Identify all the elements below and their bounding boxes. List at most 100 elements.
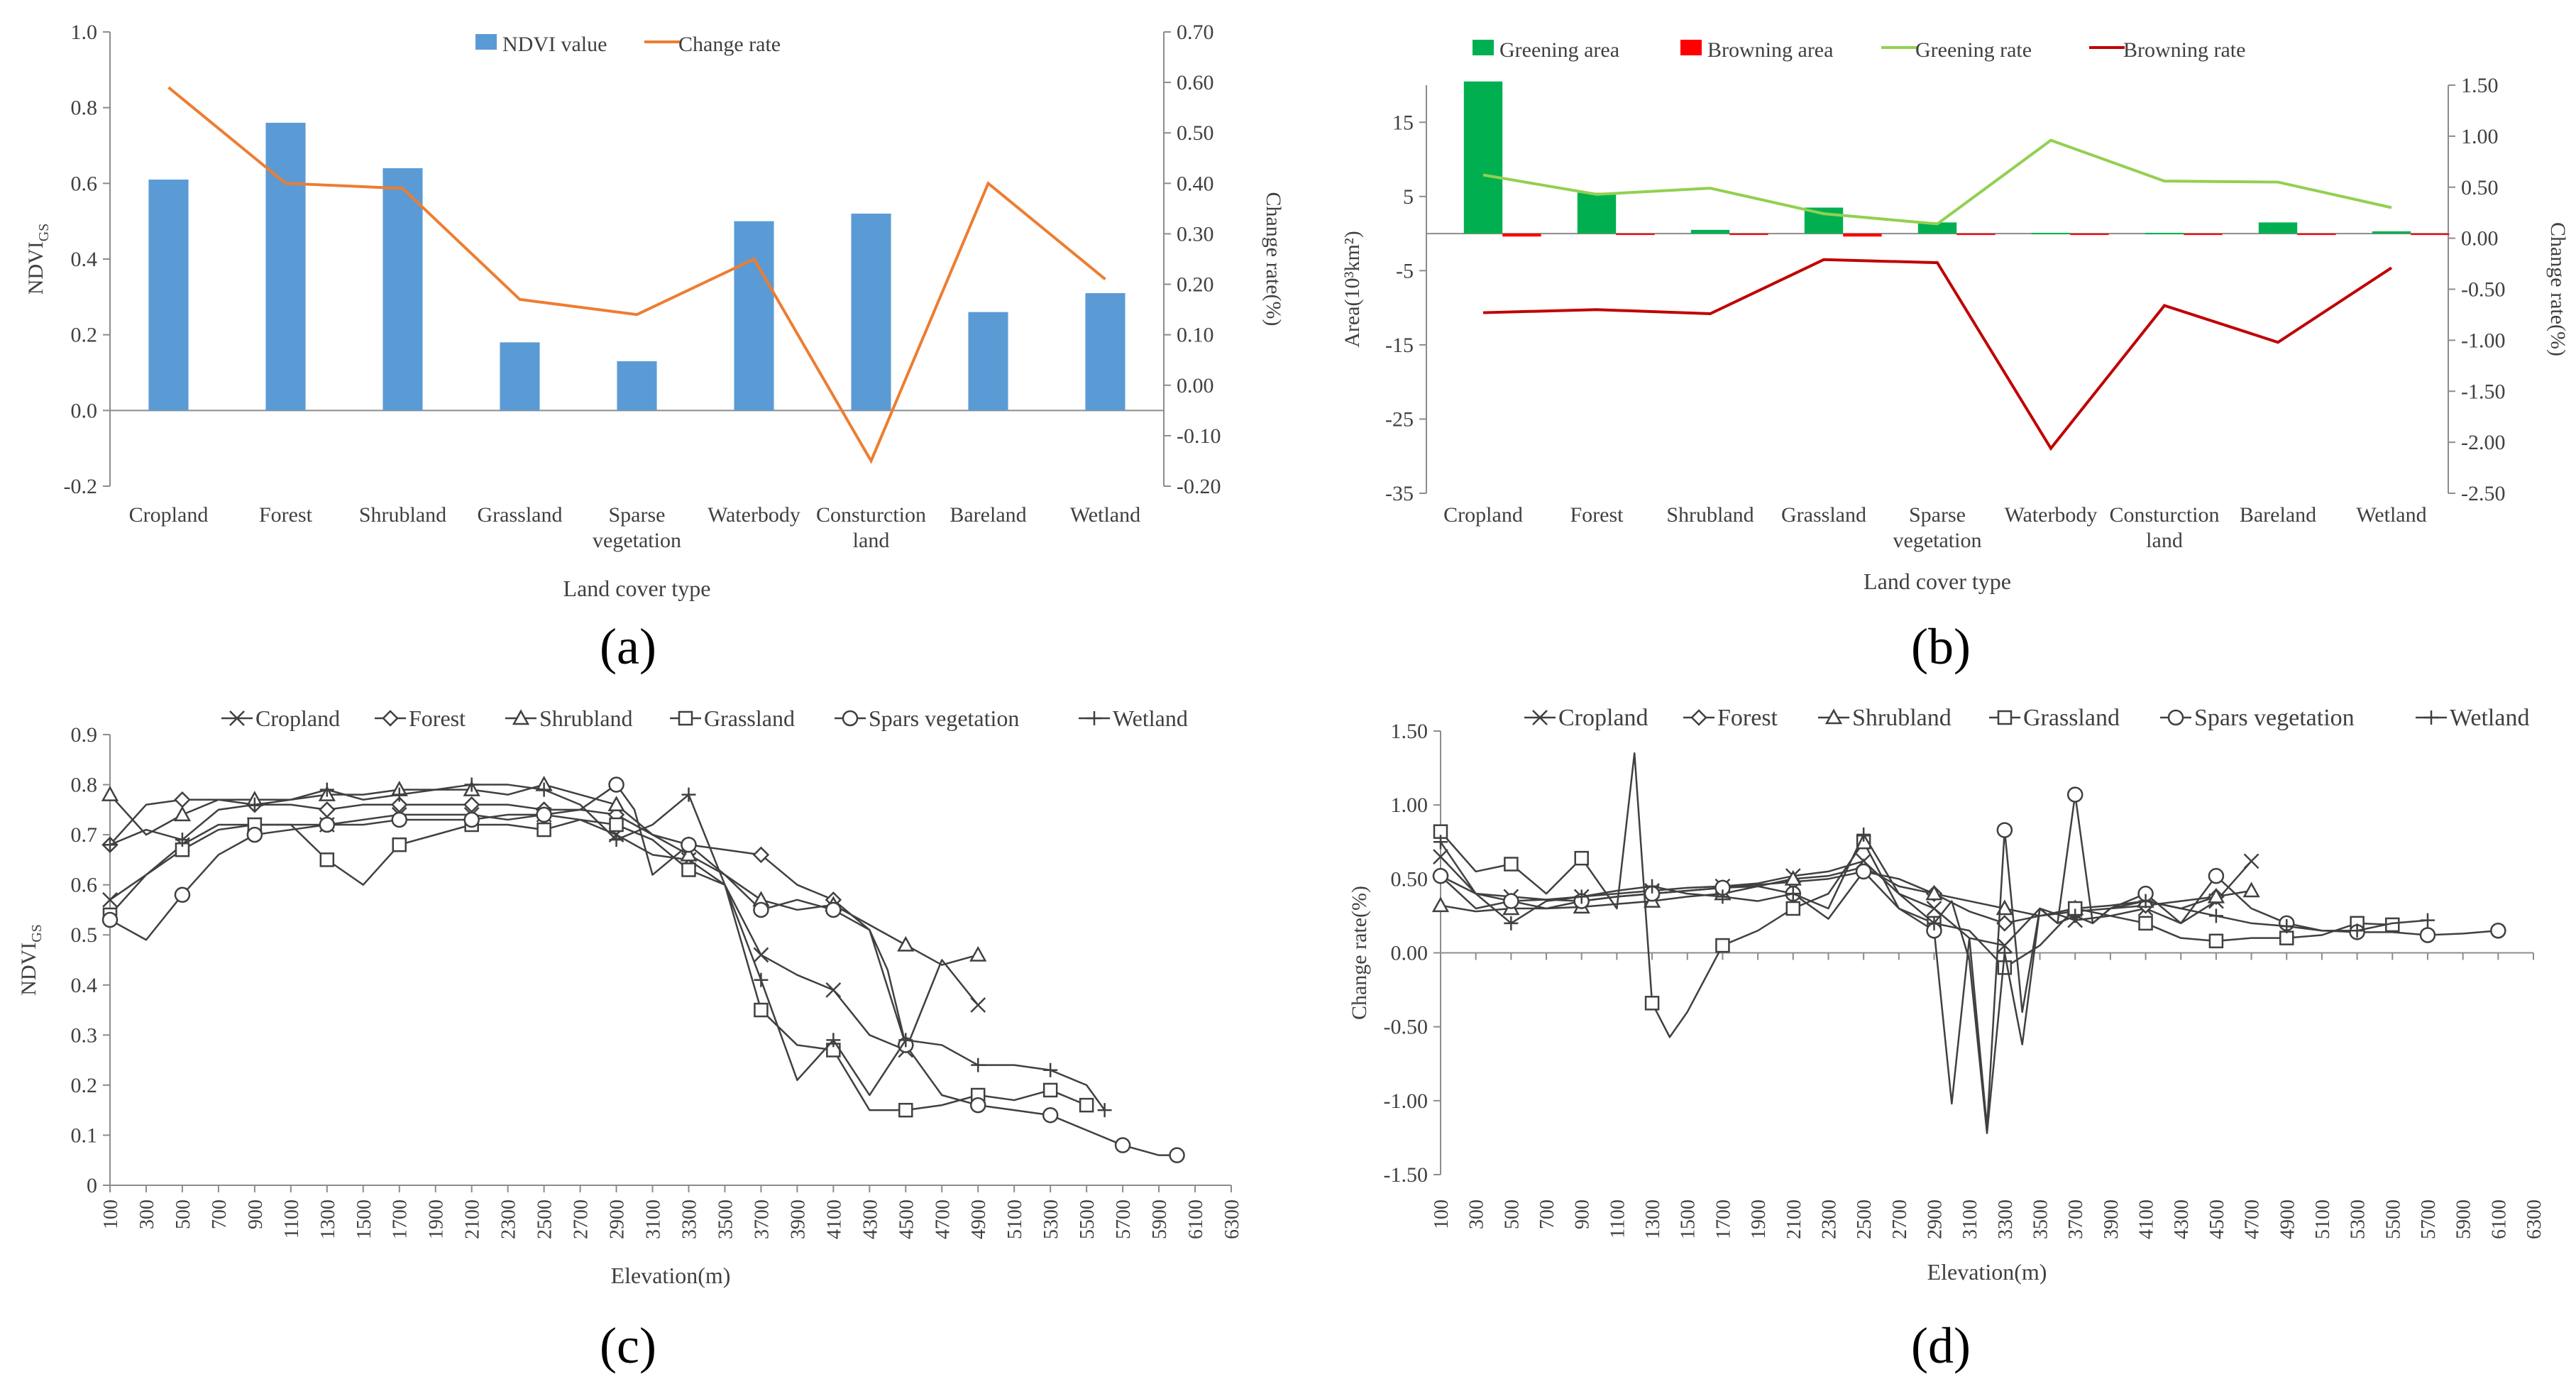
right-tick-label: 0.10 xyxy=(1177,324,1214,347)
marker-shrubland xyxy=(1431,896,1450,913)
marker-grassland xyxy=(609,817,624,833)
marker-wetland xyxy=(609,833,624,847)
right-tick-label: 0.70 xyxy=(1177,21,1214,44)
x-tick-label: 4500 xyxy=(896,1199,918,1239)
legend-marker-spars-vegetation xyxy=(2167,709,2184,726)
marker-wetland xyxy=(392,787,407,802)
category-label: Consturction land xyxy=(2110,503,2220,552)
bar-greening-area xyxy=(1577,192,1617,234)
left-tick-label: 5 xyxy=(1403,185,1414,209)
x-tick-label: 1900 xyxy=(426,1199,448,1239)
marker-spars-vegetation xyxy=(681,836,697,853)
y-axis-title: NDVIGS xyxy=(17,924,45,996)
legend-swatch-greening-area xyxy=(1473,40,1494,55)
series-line-forest xyxy=(1440,870,2217,925)
category-label: Shrubland xyxy=(1666,503,1754,527)
right-tick-label: 0.40 xyxy=(1177,172,1214,195)
marker-shrubland xyxy=(1925,884,1943,901)
legend-swatch-ndvi-value xyxy=(475,34,497,50)
marker-wetland xyxy=(319,782,334,797)
marker-shrubland xyxy=(1784,869,1802,886)
marker-cropland xyxy=(970,997,986,1013)
legend-marker-forest xyxy=(1690,709,1707,726)
x-tick-label: 1900 xyxy=(1748,1199,1770,1239)
panel-label-d: (d) xyxy=(1911,1317,1971,1374)
x-tick-label: 2100 xyxy=(462,1199,484,1239)
x-tick-label: 3700 xyxy=(2065,1199,2087,1239)
right-tick-label: 0.50 xyxy=(1177,121,1214,145)
legend-label-wetland: Wetland xyxy=(1113,705,1188,731)
y-tick-label: 0.8 xyxy=(71,774,98,797)
marker-spars-vegetation xyxy=(1503,893,1519,909)
x-tick-label: 5100 xyxy=(1004,1199,1026,1239)
y-tick-label: 0.5 xyxy=(71,923,98,947)
marker-wetland xyxy=(2138,894,2153,908)
y-tick-label: 0.6 xyxy=(71,874,98,897)
marker-spars-vegetation xyxy=(319,816,336,833)
marker-spars-vegetation xyxy=(2208,867,2225,884)
x-tick-label: 5300 xyxy=(1040,1199,1062,1239)
category-label: Waterbody xyxy=(2005,503,2098,527)
series-line-cropland xyxy=(109,813,979,1051)
bar-ndvi-value xyxy=(1085,293,1125,411)
series-line-spars-vegetation xyxy=(109,784,1177,1156)
marker-grassland xyxy=(1042,1082,1058,1098)
x-axis-title: Land cover type xyxy=(563,576,711,601)
y-tick-label: -0.50 xyxy=(1384,1016,1429,1039)
category-label: Wetland xyxy=(2356,503,2426,527)
x-tick-label: 4900 xyxy=(968,1199,990,1239)
line-change-rate xyxy=(167,86,1106,464)
left-tick-label: -15 xyxy=(1385,334,1414,357)
marker-spars-vegetation xyxy=(608,776,624,793)
y-axis-title: Area(10³km²) xyxy=(1341,231,1364,348)
left-tick-label: 15 xyxy=(1392,111,1414,134)
marker-cropland xyxy=(2243,853,2259,869)
legend-marker-grassland xyxy=(1997,710,2013,725)
right-tick-label: 0.00 xyxy=(1177,374,1214,397)
x-tick-label: 6300 xyxy=(1221,1199,1243,1239)
x-tick-label: 2500 xyxy=(1854,1199,1876,1239)
marker-grassland xyxy=(1574,850,1589,866)
category-label: Sparse vegetation xyxy=(1893,503,1982,552)
y-tick-label: 0 xyxy=(87,1174,97,1197)
marker-shrubland xyxy=(680,845,698,862)
legend-label-cropland: Cropland xyxy=(255,705,340,731)
marker-wetland xyxy=(1097,1103,1112,1118)
legend-label-grassland: Grassland xyxy=(2023,705,2120,731)
legend-label-forest: Forest xyxy=(1717,705,1778,731)
left-tick-label: 1.0 xyxy=(71,21,98,44)
right-tick-label: -1.00 xyxy=(2461,329,2506,352)
marker-wetland xyxy=(536,782,551,797)
x-tick-label: 1500 xyxy=(1678,1199,1700,1239)
bar-browning-area xyxy=(1956,234,1996,236)
x-tick-label: 4300 xyxy=(859,1199,881,1239)
left-tick-label: 0.0 xyxy=(71,399,98,422)
legend-label-spars-vegetation: Spars vegetation xyxy=(2194,705,2355,731)
marker-grassland xyxy=(1079,1097,1094,1113)
x-tick-label: 6100 xyxy=(2488,1199,2510,1239)
x-tick-label: 4300 xyxy=(2171,1199,2193,1239)
legend-marker-cropland xyxy=(229,710,245,726)
x-tick-label: 1300 xyxy=(317,1199,339,1239)
y-axis-title: Change rate(%) xyxy=(1348,886,1371,1020)
x-tick-label: 5900 xyxy=(1149,1199,1171,1239)
marker-grassland xyxy=(1644,996,1660,1011)
bar-greening-area xyxy=(2258,222,2298,234)
x-tick-label: 2900 xyxy=(607,1199,629,1239)
x-tick-label: 1500 xyxy=(353,1199,375,1239)
marker-wetland xyxy=(1997,945,2012,960)
marker-wetland xyxy=(1856,827,1871,842)
x-tick-label: 300 xyxy=(136,1199,158,1229)
marker-grassland xyxy=(319,852,335,867)
marker-spars-vegetation xyxy=(463,811,480,828)
x-tick-label: 2300 xyxy=(1818,1199,1840,1239)
bar-greening-area xyxy=(2372,231,2411,234)
marker-grassland xyxy=(898,1102,913,1118)
x-tick-label: 3100 xyxy=(1959,1199,1981,1239)
bar-greening-area xyxy=(2031,233,2071,235)
marker-grassland xyxy=(2138,916,2153,931)
y-tick-label: 1.00 xyxy=(1391,793,1429,817)
marker-grassland xyxy=(1785,901,1801,916)
y2-axis-title: Change rate(%) xyxy=(2546,222,2570,356)
legend-marker-forest xyxy=(382,710,399,727)
